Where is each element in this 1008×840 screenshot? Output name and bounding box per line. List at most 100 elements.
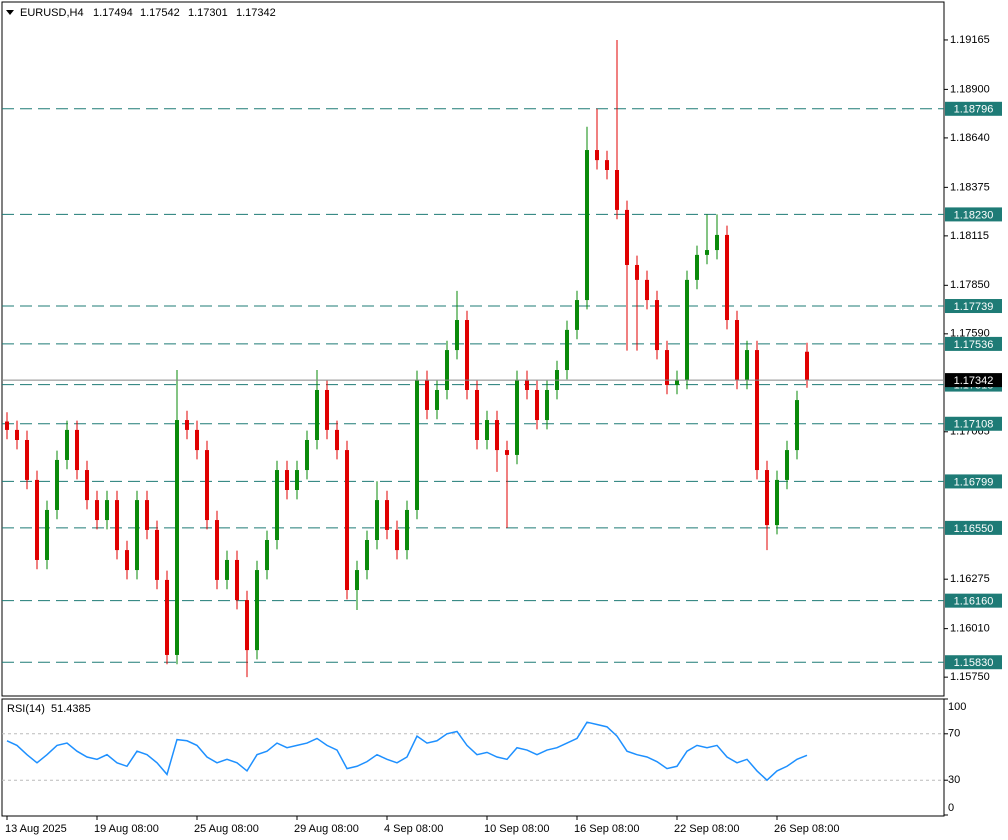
candle-body (485, 420, 489, 440)
level-label: 1.17108 (954, 419, 994, 431)
rsi-line (6, 721, 808, 782)
candle-body (545, 389, 549, 421)
x-tick-label: 19 Aug 08:00 (94, 823, 159, 835)
candle-body (45, 509, 49, 560)
candle-body (535, 389, 539, 421)
candle-body (255, 570, 259, 651)
candle-body (565, 329, 569, 371)
candle-body (335, 429, 339, 451)
candle-body (715, 234, 719, 251)
candle-body (385, 500, 389, 530)
level-label-box (945, 474, 1002, 489)
candle-body (265, 540, 269, 571)
rsi-tick-label: 70 (948, 728, 960, 740)
candle-body (595, 150, 599, 161)
candle-body (355, 570, 359, 591)
level-label: 1.18796 (954, 104, 994, 116)
y-tick-label: 1.16010 (950, 623, 990, 635)
candle-body (435, 389, 439, 410)
x-tick-label: 25 Aug 08:00 (194, 823, 259, 835)
level-label: 1.16160 (954, 596, 994, 608)
rsi-value: 51.4385 (51, 703, 91, 715)
candle-body (575, 300, 579, 330)
candle-body (365, 540, 369, 571)
level-label: 1.16799 (954, 476, 994, 488)
level-label-box (945, 101, 1002, 116)
price-label: 1.17342 (954, 375, 994, 387)
candle-body (135, 500, 139, 571)
y-tick-label: 1.18375 (950, 181, 990, 193)
y-tick-label: 1.17590 (950, 328, 990, 340)
candle-body (225, 559, 229, 580)
candle-body (725, 234, 729, 321)
candle-body (615, 169, 619, 210)
x-tick-label: 26 Sep 08:00 (774, 823, 839, 835)
candle-body (395, 529, 399, 551)
candle-body (85, 470, 89, 501)
candle-body (75, 429, 79, 471)
candle-body (415, 379, 419, 510)
rsi-tick-label: 0 (948, 802, 954, 814)
main-panel (1, 1, 945, 697)
y-tick-label: 1.15750 (950, 671, 990, 683)
candle-body (165, 579, 169, 655)
candle-body (285, 470, 289, 491)
level-label: 1.17739 (954, 301, 994, 313)
candle-body (195, 429, 199, 451)
level-label-box (945, 207, 1002, 222)
x-tick-label: 29 Aug 08:00 (294, 823, 359, 835)
candle-body (695, 254, 699, 280)
candle-body (305, 439, 309, 471)
symbol: EURUSD,H4 (20, 7, 84, 19)
candle-body (125, 550, 129, 571)
rsi-title: RSI(14) (7, 703, 45, 715)
candle-body (145, 500, 149, 530)
candle-body (375, 500, 379, 541)
candle-body (795, 400, 799, 451)
candle-body (95, 500, 99, 521)
rsi-panel (1, 698, 945, 817)
candle-body (25, 439, 29, 480)
candle-body (15, 429, 19, 440)
level-label-box (945, 299, 1002, 314)
candle-body (115, 500, 119, 551)
candle-body (275, 470, 279, 541)
candle-body (685, 279, 689, 380)
candle-body (345, 450, 349, 591)
x-tick-label: 4 Sep 08:00 (384, 823, 443, 835)
candle-body (735, 320, 739, 380)
candle-body (425, 379, 429, 410)
candle-body (765, 470, 769, 526)
candle-body (515, 379, 519, 455)
candle-body (175, 420, 179, 655)
candle-body (635, 264, 639, 280)
candle-body (35, 479, 39, 560)
menu-arrow[interactable] (6, 10, 14, 15)
price-label-box (945, 373, 1002, 388)
level-label-box (945, 520, 1002, 535)
candle-body (755, 350, 759, 471)
candle-body (675, 379, 679, 385)
candle-body (155, 529, 159, 580)
candle-body (215, 520, 219, 580)
candle-body (465, 320, 469, 390)
rsi-tick-label: 30 (948, 774, 960, 786)
candle-body (625, 209, 629, 265)
level-label-box (945, 336, 1002, 351)
y-tick-label: 1.18640 (950, 132, 990, 144)
candle-body (295, 470, 299, 491)
candle-body (315, 389, 319, 440)
x-tick-label: 16 Sep 08:00 (574, 823, 639, 835)
x-tick-label: 22 Sep 08:00 (674, 823, 739, 835)
header-low: 1.17301 (188, 7, 228, 19)
candle-body (785, 450, 789, 480)
candle-body (55, 459, 59, 510)
candle-body (655, 300, 659, 351)
level-label-box (945, 655, 1002, 670)
candle-body (505, 450, 509, 455)
candle-body (475, 389, 479, 440)
candle-body (585, 150, 589, 301)
y-tick-label: 1.17850 (950, 279, 990, 291)
candle-body (445, 350, 449, 390)
